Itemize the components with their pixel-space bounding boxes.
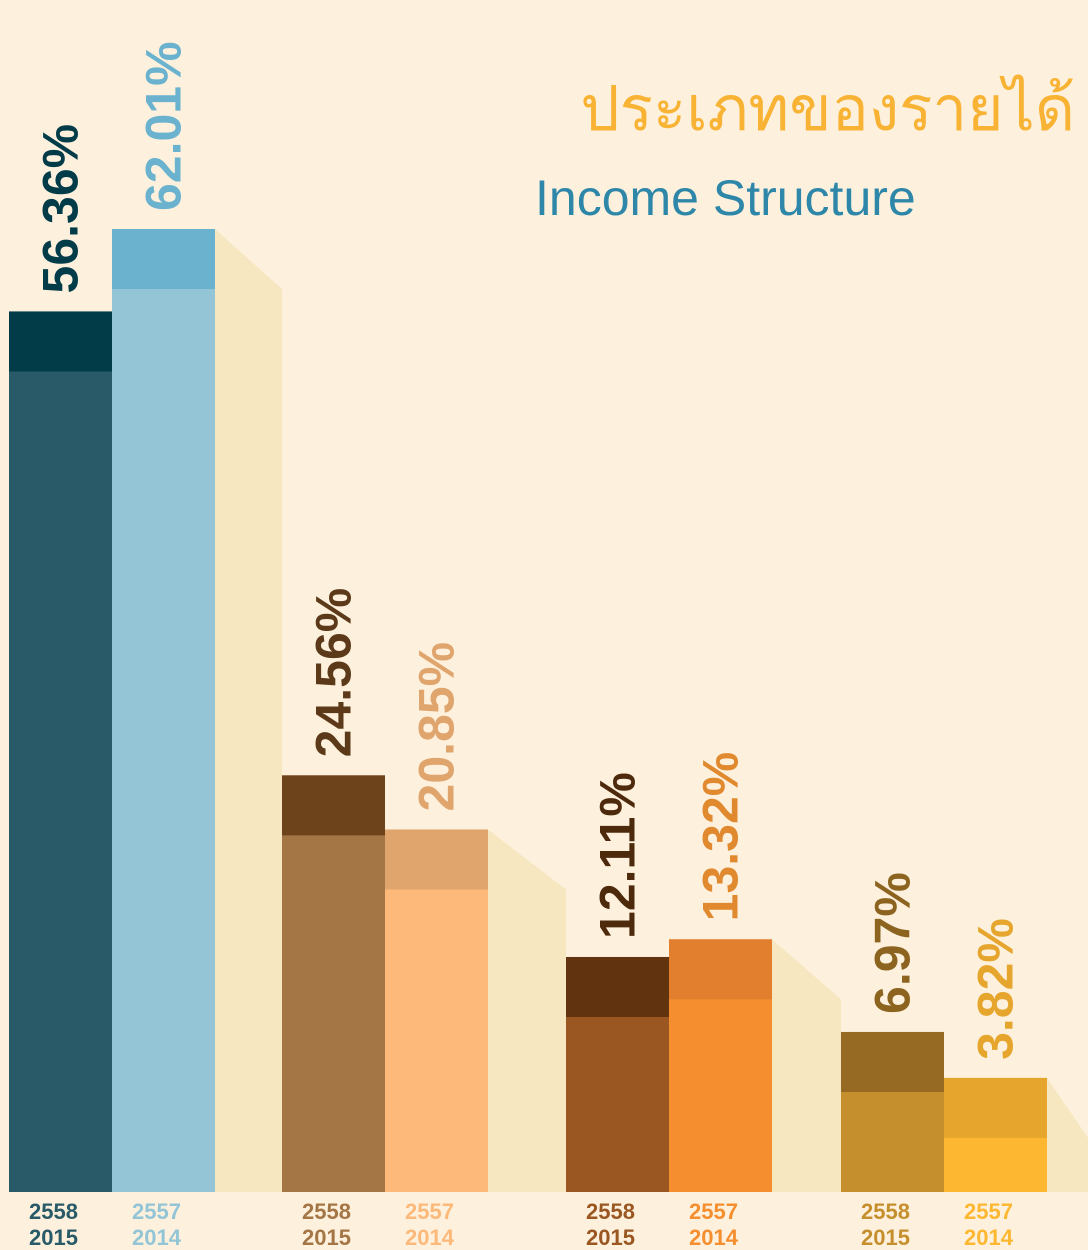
legend-year: 2558 (29, 1199, 78, 1224)
bar (9, 311, 112, 1193)
bar-cap (566, 956, 669, 1017)
bar (385, 829, 488, 1192)
value-label: 3.82% (968, 918, 1024, 1060)
value-label: 62.01% (136, 41, 192, 211)
legend-year: 2558 (861, 1199, 910, 1224)
bar-shadow (215, 229, 282, 1193)
bar-shadow (1047, 1077, 1088, 1192)
bar-cap (385, 829, 488, 890)
legend-year: 2558 (586, 1199, 635, 1224)
legend-year: 2557 (405, 1199, 454, 1224)
legend-year: 2558 (302, 1199, 351, 1224)
bar (282, 775, 385, 1192)
legend-year-en: 2014 (132, 1225, 182, 1250)
value-label: 56.36% (33, 124, 89, 294)
bar-cap (9, 311, 112, 372)
legend-year: 2557 (132, 1199, 181, 1224)
chart-subtitle: Income Structure (535, 170, 916, 226)
bar-cap (282, 775, 385, 836)
legend-year-en: 2015 (29, 1225, 78, 1250)
bar-shadow (488, 829, 566, 1192)
chart-title: ประเภทของรายได้ (580, 74, 1075, 144)
bar-shadow (772, 939, 841, 1192)
bar-cap (669, 939, 772, 1000)
bar-cap (112, 229, 215, 290)
legend-year-en: 2015 (586, 1225, 635, 1250)
bar-cap (841, 1031, 944, 1092)
value-label: 13.32% (693, 752, 749, 922)
value-label: 6.97% (865, 872, 921, 1014)
bar (112, 229, 215, 1193)
legend-year-en: 2014 (405, 1225, 455, 1250)
legend-year: 2557 (689, 1199, 738, 1224)
bars: 56.36%2558201562.01%2557201424.56%255820… (9, 41, 1047, 1250)
legend-year-en: 2014 (964, 1225, 1014, 1250)
shadows (215, 229, 1088, 1193)
value-label: 12.11% (590, 772, 646, 939)
legend-year-en: 2015 (302, 1225, 351, 1250)
legend-year-en: 2015 (861, 1225, 910, 1250)
legend-year: 2557 (964, 1199, 1013, 1224)
legend-year-en: 2014 (689, 1225, 739, 1250)
bar-cap (944, 1077, 1047, 1138)
value-label: 20.85% (409, 642, 465, 812)
value-label: 24.56% (306, 588, 362, 758)
